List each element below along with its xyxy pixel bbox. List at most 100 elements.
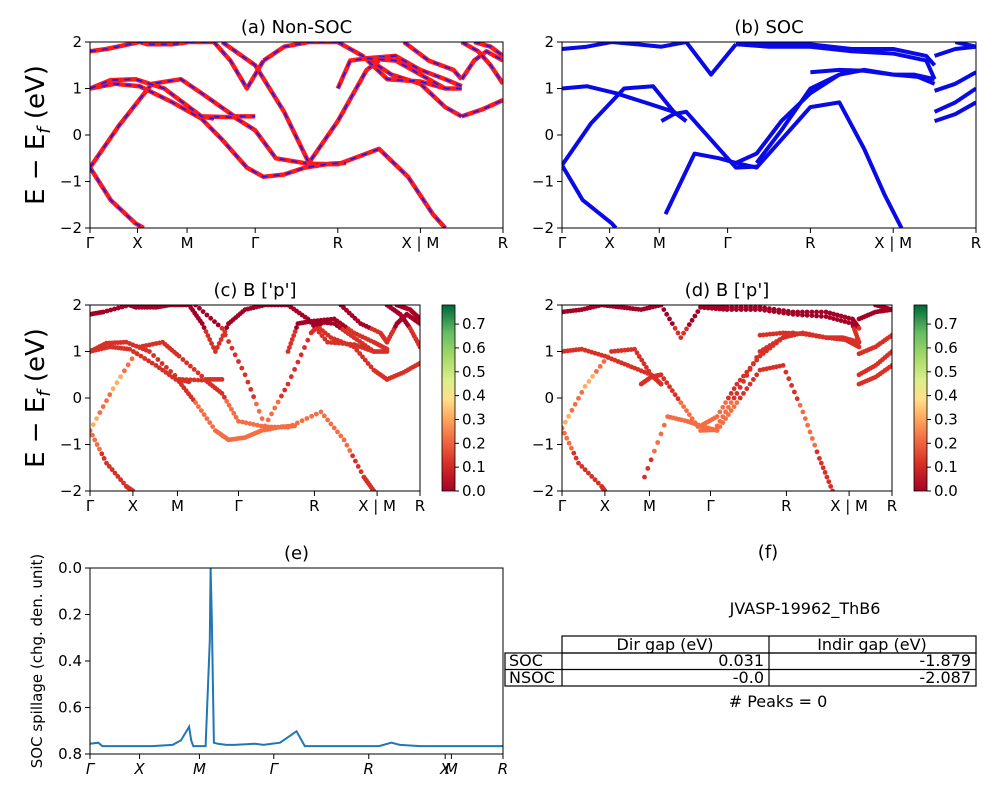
projected-point bbox=[198, 408, 204, 413]
xtick-label: R bbox=[498, 760, 508, 778]
projected-point bbox=[104, 460, 109, 466]
projected-point bbox=[717, 418, 723, 424]
projected-point bbox=[856, 344, 862, 350]
projected-point bbox=[681, 404, 686, 409]
projected-point bbox=[684, 408, 689, 413]
projected-point bbox=[305, 337, 311, 343]
projected-point bbox=[634, 350, 640, 356]
projected-point bbox=[355, 464, 361, 469]
projected-point bbox=[807, 429, 813, 435]
projected-point bbox=[731, 386, 737, 392]
nsoc-band-dash-13 bbox=[403, 42, 463, 80]
projected-point bbox=[100, 404, 106, 409]
projected-point bbox=[226, 402, 232, 408]
projected-point bbox=[586, 379, 592, 384]
projected-point bbox=[100, 309, 106, 315]
projected-point bbox=[168, 369, 174, 374]
projected-point bbox=[571, 450, 577, 456]
projected-point bbox=[726, 404, 731, 410]
projected-point bbox=[889, 349, 892, 354]
spillage-ylabel: SOC spillage (chg. den. unit) bbox=[28, 554, 46, 769]
projected-point bbox=[285, 305, 291, 308]
projected-point bbox=[720, 305, 726, 310]
projected-point bbox=[744, 373, 750, 378]
projected-point bbox=[285, 349, 291, 354]
projected-point bbox=[176, 353, 182, 359]
projected-point bbox=[122, 368, 127, 374]
colorbar-tick-label: 0.4 bbox=[462, 387, 486, 405]
projected-point bbox=[842, 314, 848, 320]
projected-point bbox=[289, 337, 295, 342]
projected-point bbox=[776, 307, 782, 313]
ytick-label: −1 bbox=[60, 173, 82, 191]
colorbar-tick-label: 0.1 bbox=[462, 458, 486, 476]
colorbar-tick-label: 0.5 bbox=[934, 363, 958, 381]
projected-point bbox=[800, 409, 806, 415]
projected-point bbox=[658, 381, 664, 387]
projected-point bbox=[239, 419, 245, 425]
projected-point bbox=[678, 400, 684, 405]
projected-point bbox=[594, 369, 599, 374]
projected-point bbox=[645, 466, 651, 471]
projected-point bbox=[282, 387, 288, 393]
projected-point bbox=[121, 480, 126, 486]
projected-point bbox=[384, 346, 390, 352]
projected-point bbox=[781, 308, 786, 313]
soc-band-14 bbox=[933, 70, 976, 93]
nsoc-band-2 bbox=[90, 166, 145, 228]
projected-point bbox=[219, 377, 225, 382]
colorbar-tick-label: 0.7 bbox=[462, 315, 486, 333]
projected-point bbox=[752, 305, 758, 310]
ytick-label: 0 bbox=[544, 389, 554, 407]
projected-point bbox=[344, 341, 349, 347]
xtick-label: X bbox=[132, 234, 142, 252]
projected-point bbox=[652, 448, 657, 454]
projected-point bbox=[106, 464, 112, 469]
projected-point bbox=[754, 355, 760, 360]
projected-point bbox=[294, 325, 299, 330]
projected-point bbox=[90, 428, 93, 433]
projected-point bbox=[417, 316, 420, 322]
projected-point bbox=[834, 312, 840, 318]
projected-point bbox=[331, 425, 337, 431]
projected-point bbox=[792, 389, 797, 395]
projected-point bbox=[767, 306, 772, 312]
projected-point bbox=[328, 421, 334, 427]
colorbar-tick-label: 0.5 bbox=[462, 363, 486, 381]
nsoc-band-dash-2 bbox=[90, 167, 145, 228]
projected-point bbox=[579, 464, 585, 469]
projected-point bbox=[112, 470, 118, 476]
projected-point bbox=[678, 335, 684, 340]
projected-point bbox=[667, 316, 672, 322]
xtick-label: X bbox=[128, 497, 138, 515]
projected-point bbox=[232, 352, 238, 358]
xtick-label: M bbox=[643, 497, 656, 515]
projected-point bbox=[188, 363, 193, 369]
band-ylabel-bottom: E − Ef (eV) bbox=[21, 328, 55, 468]
colorbar-tick-label: 0.0 bbox=[934, 482, 958, 500]
projected-point bbox=[695, 309, 701, 314]
ytick-label: −1 bbox=[60, 436, 82, 454]
projected-point bbox=[104, 308, 110, 314]
ytick-label: 0 bbox=[72, 389, 82, 407]
header-dir-gap: Dir gap (eV) bbox=[617, 635, 714, 654]
projected-point bbox=[248, 387, 254, 392]
projected-point bbox=[340, 341, 346, 346]
projected-point bbox=[341, 437, 347, 443]
row-nsoc-indir: -2.087 bbox=[919, 668, 971, 687]
header-indir-gap: Indir gap (eV) bbox=[817, 635, 927, 654]
projected-point bbox=[757, 305, 763, 310]
projected-point bbox=[336, 340, 342, 346]
projected-point bbox=[658, 431, 664, 437]
projected-point bbox=[889, 307, 892, 312]
soc-band-7 bbox=[810, 67, 936, 86]
axes-frame bbox=[89, 567, 504, 755]
projected-point bbox=[239, 365, 245, 371]
projected-point bbox=[99, 451, 105, 457]
projected-point bbox=[94, 442, 100, 447]
nsoc-band-dash-16 bbox=[461, 42, 503, 85]
projected-point bbox=[794, 396, 800, 402]
projected-point bbox=[734, 400, 740, 405]
projected-point bbox=[804, 312, 810, 318]
projected-point bbox=[243, 420, 249, 426]
